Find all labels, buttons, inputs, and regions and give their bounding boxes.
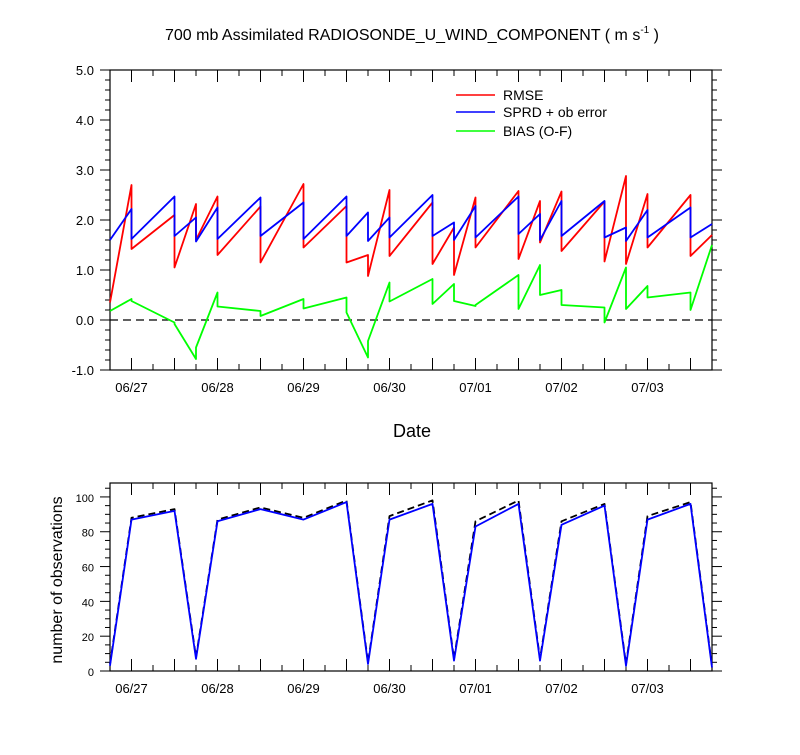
top-x-tick-label: 07/01 [459, 380, 492, 395]
legend: RMSE SPRD + ob error BIAS (O-F) [456, 87, 607, 139]
bottom-y-tick-label: 60 [82, 563, 94, 575]
top-x-tick-label: 06/28 [201, 380, 234, 395]
x-axis-label: Date [393, 421, 431, 441]
top-series-bias-o-f [109, 244, 713, 360]
bottom-x-tick-label: 06/27 [115, 681, 148, 696]
chart-title-unit-sup: -1 [640, 25, 649, 36]
bottom-x-tick-label: 06/29 [287, 681, 320, 696]
top-x-tick-label: 06/27 [115, 380, 148, 395]
bottom-y-tick-label: 0 [88, 667, 94, 679]
legend-label-rmse: RMSE [503, 87, 543, 103]
top-x-tick-label: 07/02 [545, 380, 578, 395]
top-y-tick-label: 2.0 [76, 213, 94, 228]
bottom-y-tick-label: 20 [82, 632, 94, 644]
top-y-tick-label: -1.0 [72, 363, 94, 378]
top-y-tick-label: 0.0 [76, 313, 94, 328]
bottom-y-tick-label: 80 [82, 528, 94, 540]
chart-title: 700 mb Assimilated RADIOSONDE_U_WIND_COM… [165, 25, 659, 44]
chart-title-text: 700 mb Assimilated RADIOSONDE_U_WIND_COM… [165, 27, 640, 44]
top-y-tick-label: 3.0 [76, 163, 94, 178]
chart-title-suffix: ) [649, 27, 659, 44]
bottom-series-assimilated-observations [109, 501, 713, 668]
top-y-tick-label: 1.0 [76, 263, 94, 278]
bottom-x-tick-label: 06/30 [373, 681, 406, 696]
bottom-x-tick-label: 06/28 [201, 681, 234, 696]
bottom-x-tick-label: 07/01 [459, 681, 492, 696]
bottom-series-possible-observations [109, 499, 713, 666]
top-plot: 06/27 06/28 06/29 06/30 07/01 07/02 07/03 -1.0 0… [72, 63, 722, 395]
bottom-x-tick-label: 07/03 [631, 681, 664, 696]
y-axis-label-observations: number of observations [49, 496, 66, 663]
top-frame [109, 69, 713, 371]
top-x-tick-label: 07/03 [631, 380, 664, 395]
top-series-sprd-ob-error [109, 194, 713, 243]
bottom-y-tick-label: 40 [82, 597, 94, 609]
legend-label-sprd: SPRD + ob error [503, 104, 607, 120]
top-x-tick-label: 06/29 [287, 380, 320, 395]
top-y-tick-label: 5.0 [76, 63, 94, 78]
top-x-tick-label: 06/30 [373, 380, 406, 395]
bottom-y-tick-label: 100 [76, 493, 94, 505]
top-series-rmse [109, 175, 713, 303]
top-y-tick-label: 4.0 [76, 113, 94, 128]
legend-label-bias: BIAS (O-F) [503, 123, 572, 139]
bottom-x-tick-label: 07/02 [545, 681, 578, 696]
bottom-plot: 06/27 06/28 06/29 06/30 07/01 07/02 07/03 0 20 40… [76, 482, 722, 696]
